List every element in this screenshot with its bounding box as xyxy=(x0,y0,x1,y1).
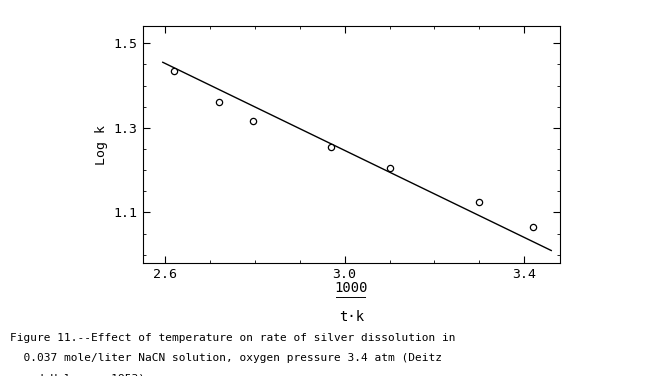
Y-axis label: Log k: Log k xyxy=(95,125,108,165)
Text: and Halpern, 1953).: and Halpern, 1953). xyxy=(10,374,152,376)
Text: 1000: 1000 xyxy=(335,281,368,295)
Text: 0.037 mole/liter NaCN solution, oxygen pressure 3.4 atm (Deitz: 0.037 mole/liter NaCN solution, oxygen p… xyxy=(10,353,442,364)
Text: ————: ———— xyxy=(336,291,367,304)
Text: Figure 11.--Effect of temperature on rate of silver dissolution in: Figure 11.--Effect of temperature on rat… xyxy=(10,333,455,343)
Text: t·k: t·k xyxy=(339,310,364,324)
